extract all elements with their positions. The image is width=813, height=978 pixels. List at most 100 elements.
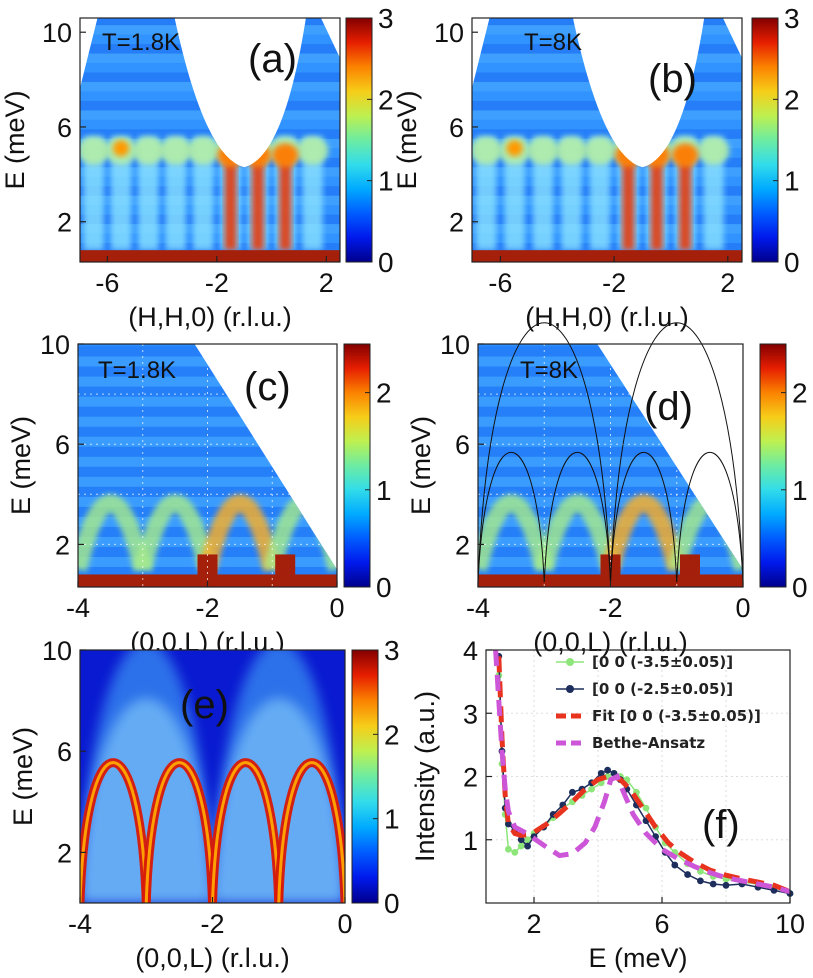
noise-band [472,129,742,139]
colorbar-tick-label: 1 [384,804,400,835]
data-point [709,880,717,888]
lower-edge-hot [211,761,281,903]
dispersion-arch [198,494,281,572]
data-point [511,849,519,856]
noise-band [478,366,743,377]
noise-band [478,356,743,367]
data-point [569,788,576,796]
panel-label: (e) [180,683,229,727]
colorbar-tick-label: 0 [792,572,808,603]
data-point [642,804,650,812]
noise-band [478,426,743,437]
intense-spot [506,140,523,157]
kinematic-corner [320,18,340,58]
x-tick-label: -2 [205,268,229,298]
intense-spot [113,140,130,157]
colorbar-tick-label: 2 [378,84,394,115]
continuum-core [212,698,345,903]
excitation-column [165,136,186,251]
y-tick-label: 10 [42,636,72,666]
y-tick-label: 2 [449,208,464,238]
data-point [524,836,531,844]
intense-spot [272,143,299,168]
temperature-label: T=1.8K [98,357,176,384]
colorbar-tick-label: 1 [784,166,800,197]
noise-band [80,129,340,139]
x-tick-label: 6 [654,909,669,939]
dispersion-arch [78,494,152,572]
intense-column [224,162,237,251]
x-tick-label: -2 [602,268,626,298]
dispersion-arch [601,494,686,572]
legend-entry: [0 0 (-2.5±0.05)] [592,680,733,698]
y-tick-label: 1 [463,826,478,856]
colorbar-tick-label: 1 [376,475,392,506]
noise-band [478,446,743,457]
noise-band [478,346,743,357]
x-tick-label: -4 [66,593,90,623]
y-tick-label: 4 [463,636,478,666]
bragg-peak [680,554,700,575]
heatmap-area [80,650,345,903]
plot-frame [471,17,743,263]
excitation-spot [296,136,329,165]
legend-entry: Bethe-Ansatz [592,734,705,752]
y-axis-label: Intensity (a.u.) [410,691,440,862]
y-tick-label: 10 [434,18,464,48]
lower-boundary-curve [543,451,611,583]
colorbar [751,17,779,263]
kinematic-corner [80,18,98,88]
data-point [604,766,611,774]
data-point [505,845,512,853]
excitation-column [504,136,525,251]
series-0 [495,671,794,897]
y-tick-label: 2 [57,208,72,238]
noise-band [78,506,337,517]
y-tick-label: 6 [449,113,464,143]
excitation-column [589,136,610,251]
legend-entry: Fit [0 0 (-3.5±0.05)] [592,707,761,725]
noise-band [78,386,337,397]
noise-band [78,416,337,427]
colorbar-tick-label: 2 [784,84,800,115]
colorbar-tick-label: 3 [784,3,800,34]
legend: [0 0 (-3.5±0.05)] [0 0 (-2.5±0.05)] Fit [0… [556,653,761,752]
y-tick-label: 6 [455,430,470,460]
panel-label: (b) [648,57,697,101]
data-point [505,820,512,828]
colorbar-tick-label: 0 [384,888,400,919]
lower-edge-hot [277,761,345,903]
lower-boundary-curve [676,451,744,583]
colorbar-tick-label: 2 [384,719,400,750]
intense-column [622,162,635,251]
noise-band [78,456,337,467]
excitation-column [703,136,724,251]
noise-band [478,516,743,527]
intense-column [251,162,264,251]
continuum-core [80,698,213,903]
excitation-column [302,136,323,251]
dispersion-arch [535,494,620,572]
y-tick-label: 10 [440,330,470,360]
colorbar-tick-label: 2 [792,378,808,409]
data-point [517,836,525,844]
colorbar-tick-label: 0 [378,247,394,278]
x-tick-label: -4 [68,909,92,939]
x-tick-label: -6 [95,268,119,298]
data-point [684,871,691,878]
excitation-spot [555,136,588,165]
excitation-column [476,136,497,251]
intense-column [650,162,663,251]
noise-band [78,476,337,487]
noise-band [78,426,337,437]
colorbar-tick-label: 3 [378,3,394,34]
y-tick-label: 2 [455,530,470,560]
colorbar-tick-label: 3 [384,635,400,666]
panel-label: (a) [248,37,297,81]
x-axis-label: E (meV) [588,943,687,973]
kinematic-gap [174,18,306,168]
series-3 [493,649,791,895]
legend-marker [566,658,574,666]
excitation-spot [159,136,192,165]
